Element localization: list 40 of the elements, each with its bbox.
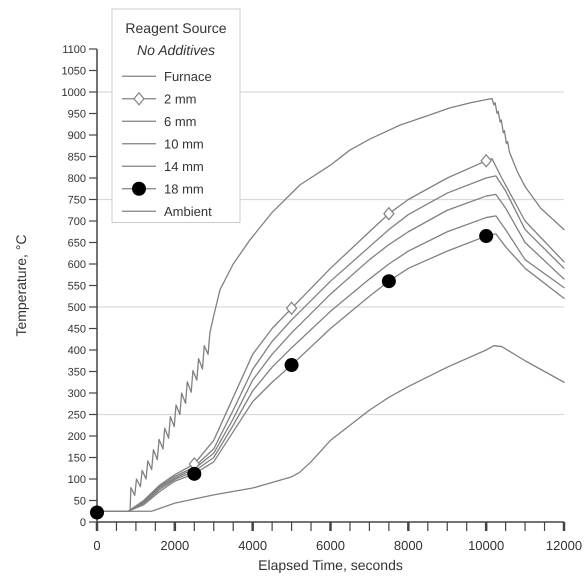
y-tick-label: 950 [68, 108, 86, 120]
y-tick-label: 1100 [62, 44, 86, 56]
y-tick-label: 550 [68, 280, 86, 292]
legend-label: Ambient [164, 204, 212, 219]
x-tick-label: 10000 [468, 538, 504, 553]
x-tick-label: 6000 [316, 538, 345, 553]
legend-label: 18 mm [164, 181, 204, 196]
x-tick-label: 12000 [546, 538, 582, 553]
y-tick-label: 1050 [62, 65, 86, 78]
legend-label: Furnace [164, 68, 212, 84]
y-tick-label: 600 [68, 258, 86, 271]
y-tick-label: 900 [68, 130, 86, 142]
y-tick-label: 800 [68, 172, 86, 185]
legend-label: 14 mm [164, 158, 204, 174]
y-tick-label: 300 [68, 388, 86, 400]
y-tick-label: 250 [68, 409, 86, 422]
y-tick-label: 700 [68, 216, 86, 228]
y-tick-label: 450 [68, 323, 86, 336]
legend-title: Reagent Source No Additives [125, 20, 227, 58]
y-tick-label: 0 [80, 516, 86, 529]
y-tick-label: 750 [68, 194, 86, 206]
x-tick-label: 4000 [238, 538, 268, 553]
y-tick-label: 400 [68, 344, 86, 357]
y-tick-label: 850 [68, 151, 86, 164]
x-tick-label: 8000 [394, 538, 423, 553]
y-tick-label: 150 [68, 452, 86, 464]
y-tick-label: 1000 [62, 86, 86, 99]
x-tick-label: 2000 [160, 538, 190, 553]
x-axis-title: Elapsed Time, seconds [258, 557, 403, 573]
legend-label: 2 mm [164, 91, 196, 106]
legend-label: 10 mm [164, 136, 204, 152]
y-tick-label: 100 [68, 474, 86, 486]
y-tick-label: 50 [74, 495, 86, 508]
y-tick-label: 200 [68, 430, 86, 443]
y-tick-label: 350 [68, 366, 86, 378]
legend-label: 6 mm [164, 114, 196, 129]
y-tick-label: 650 [68, 237, 86, 250]
y-axis-title: Temperature, °C [13, 234, 29, 337]
y-tick-label: 500 [68, 302, 86, 314]
x-tick-label: 0 [93, 538, 101, 553]
